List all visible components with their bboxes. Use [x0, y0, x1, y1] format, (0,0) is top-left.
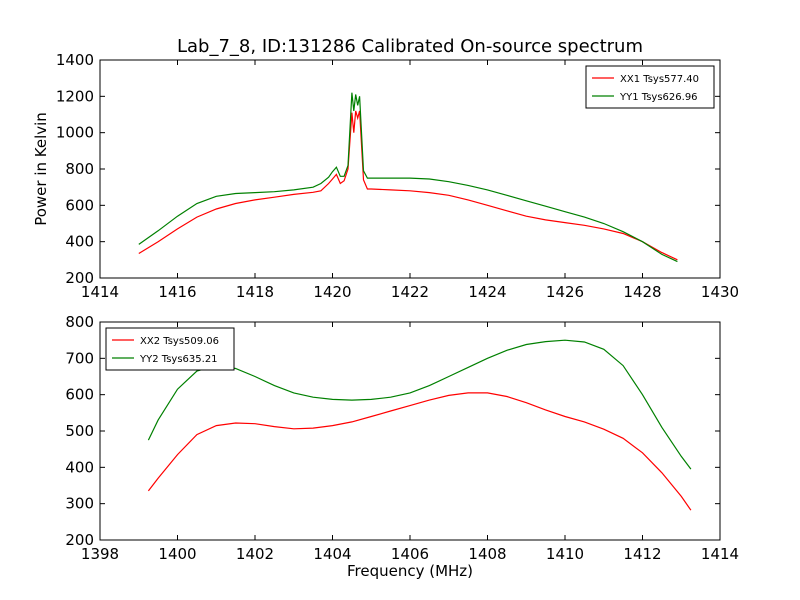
y-tick-label: 600: [65, 196, 94, 214]
x-tick-label: 1430: [701, 283, 739, 301]
y-tick-label: 400: [65, 233, 94, 251]
legend-entry: YY1 Tsys626.96: [619, 92, 698, 103]
y-tick-label: 500: [65, 422, 94, 440]
y-tick-label: 300: [65, 495, 94, 513]
legend: XX2 Tsys509.06 YY2 Tsys635.21: [105, 327, 235, 371]
x-tick-label: 1418: [236, 283, 274, 301]
x-tick-label: 1426: [546, 283, 584, 301]
x-tick-label: 1414: [701, 545, 739, 563]
y-tick-label: 800: [65, 313, 94, 331]
x-tick-label: 1428: [623, 283, 661, 301]
series-line-1: [138, 110, 678, 261]
y-tick-label: 200: [65, 269, 94, 287]
x-tick-label: 1422: [391, 283, 429, 301]
x-tick-label: 1408: [468, 545, 506, 563]
x-tick-label: 1424: [468, 283, 506, 301]
y-tick-label: 600: [65, 386, 94, 404]
legend-entry: XX1 Tsys577.40: [620, 74, 699, 85]
y-axis-label: Power in Kelvin: [32, 112, 50, 226]
series-line-1: [147, 392, 692, 511]
top-panel: 1414 1416 1418 1420 1422 1424 1426 1428 1430 200 4…: [32, 36, 739, 301]
x-tick-label: 1404: [313, 545, 351, 563]
legend-entry: XX2 Tsys509.06: [140, 336, 219, 347]
x-tick-label: 1412: [623, 545, 661, 563]
x-tick-label: 1416: [158, 283, 196, 301]
legend: XX1 Tsys577.40 YY1 Tsys626.96: [585, 65, 715, 109]
x-tick-label: 1398: [81, 545, 119, 563]
legend-box: [105, 327, 235, 371]
legend-box: [585, 65, 715, 109]
legend-entry: YY2 Tsys635.21: [139, 354, 218, 365]
y-tick-label: 700: [65, 349, 94, 367]
y-tick-label: 400: [65, 458, 94, 476]
bottom-panel: 1398 1400 1402 1404 1406 1408 1410 1412 1414 200 3…: [65, 313, 739, 580]
x-tick-label: 1410: [546, 545, 584, 563]
x-tick-label: 1402: [236, 545, 274, 563]
x-axis-label: Frequency (MHz): [347, 562, 473, 580]
x-tick-label: 1414: [81, 283, 119, 301]
y-tick-label: 1200: [56, 87, 94, 105]
x-tick-label: 1400: [158, 545, 196, 563]
chart-title: Lab_7_8, ID:131286 Calibrated On-source …: [177, 36, 643, 57]
y-tick-label: 1000: [56, 124, 94, 142]
x-tick-label: 1420: [313, 283, 351, 301]
series-line-2: [138, 92, 678, 263]
y-tick-label: 1400: [56, 51, 94, 69]
x-tick-label: 1406: [391, 545, 429, 563]
y-tick-label: 200: [65, 531, 94, 549]
y-tick-label: 800: [65, 160, 94, 178]
